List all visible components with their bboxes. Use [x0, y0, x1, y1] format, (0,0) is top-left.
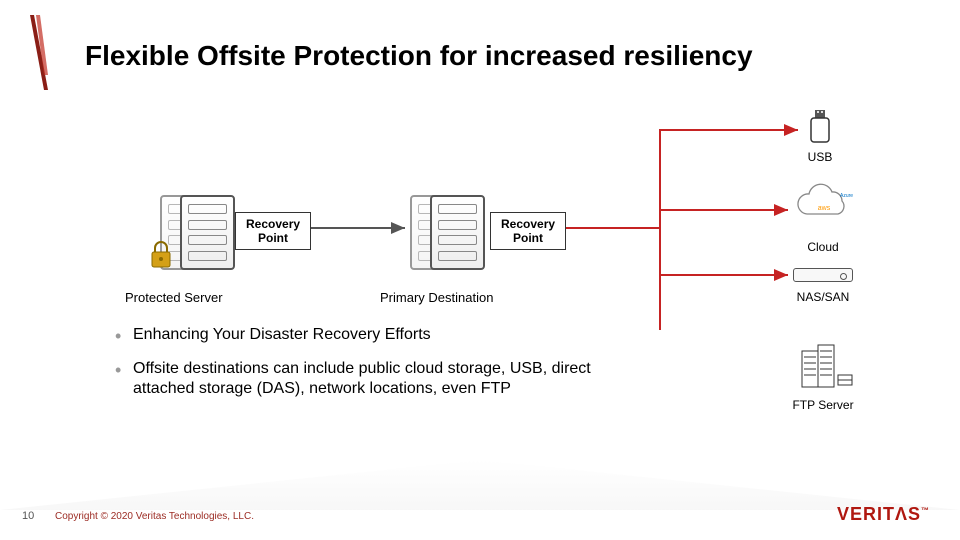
- primary-destination-label: Primary Destination: [380, 290, 493, 305]
- recovery-point-2: RecoveryPoint: [490, 212, 566, 250]
- slide: Flexible Offsite Protection for increase…: [0, 0, 960, 540]
- primary-destination-icon: [410, 195, 485, 270]
- bullet-2: Offsite destinations can include public …: [115, 359, 595, 399]
- ftp-server-icon: [800, 343, 855, 391]
- bullet-list: Enhancing Your Disaster Recovery Efforts…: [115, 325, 595, 413]
- cloud-label: Cloud: [783, 240, 863, 254]
- cloud-icon: aws Azure: [792, 182, 857, 227]
- page-title: Flexible Offsite Protection for increase…: [85, 40, 753, 72]
- svg-text:Azure: Azure: [840, 193, 853, 199]
- lock-icon: [148, 240, 174, 270]
- svg-text:aws: aws: [818, 205, 831, 212]
- ftp-label: FTP Server: [783, 398, 863, 412]
- footer-triangle-bg: [0, 460, 960, 510]
- nas-label: NAS/SAN: [783, 290, 863, 304]
- veritas-logo: VERITΛS™: [837, 504, 930, 525]
- page-number: 10: [22, 510, 34, 522]
- nas-icon: [793, 268, 853, 282]
- usb-icon: [805, 110, 835, 146]
- accent-bar-icon: [30, 15, 48, 90]
- bullet-1: Enhancing Your Disaster Recovery Efforts: [115, 325, 595, 345]
- rp2-text: RecoveryPoint: [501, 217, 555, 245]
- usb-label: USB: [780, 150, 860, 164]
- copyright-text: Copyright © 2020 Veritas Technologies, L…: [55, 511, 254, 522]
- recovery-point-1: RecoveryPoint: [235, 212, 311, 250]
- rp1-text: RecoveryPoint: [246, 217, 300, 245]
- logo-text: VERITΛS: [837, 504, 921, 524]
- protected-server-label: Protected Server: [125, 290, 223, 305]
- diagram: Protected Server RecoveryPoint Primary D…: [0, 100, 960, 330]
